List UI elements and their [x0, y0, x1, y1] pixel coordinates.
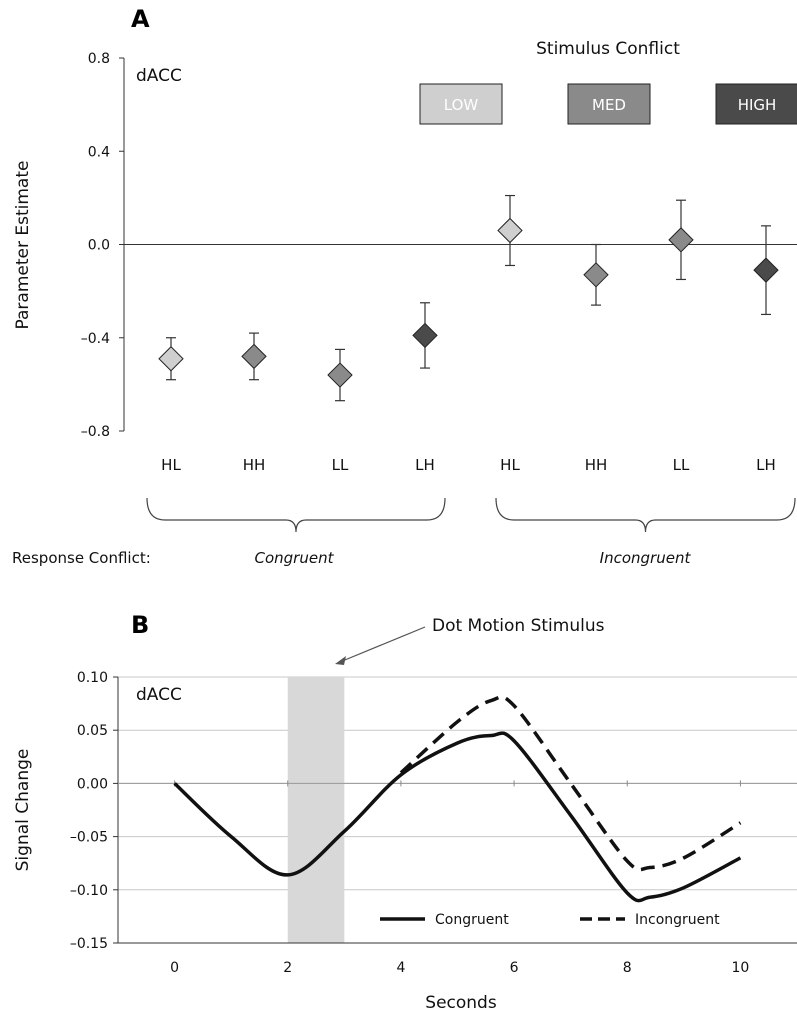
panel-b-region-label: dACC	[136, 685, 182, 705]
panel-b-legend: Congruent Incongruent	[380, 912, 720, 928]
panel-a-marks	[158, 194, 779, 402]
panel-b-y-axis-title: Signal Change	[13, 749, 33, 872]
panel-a-y-axis-title: Parameter Estimate	[13, 161, 33, 330]
diamond-marker	[583, 262, 609, 288]
series-line-incongruent	[399, 695, 742, 872]
brace-congruent	[146, 497, 446, 533]
panel-a-x-tick-label: HL	[161, 456, 181, 474]
panel-a-x-tick-label: HL	[500, 456, 520, 474]
panel-a-y-tick-label: –0.8	[81, 424, 110, 440]
diamond-marker	[158, 346, 184, 372]
legend-label-med: MED	[592, 96, 626, 114]
data-point-5	[497, 194, 523, 267]
panel-b-x-tick-label: 10	[732, 960, 750, 976]
panel-a-x-tick-label: LH	[756, 456, 776, 474]
diamond-marker	[497, 217, 523, 244]
panel-b-y-tick-label: –0.10	[70, 883, 108, 899]
panel-b-x-tick-label: 6	[510, 960, 519, 976]
legend-label-low: LOW	[444, 96, 479, 114]
annotation-arrow-line	[339, 626, 426, 663]
group-braces	[146, 497, 796, 533]
panel-a-x-tick-label: LH	[415, 456, 435, 474]
legend-swatch-med	[567, 83, 651, 125]
diamond-marker	[412, 322, 438, 349]
panel-a-y-tick-label: 0.4	[88, 144, 110, 160]
panel-b-axes: 0.10 0.05 0.00 –0.05 –0.10 –0.15 0 2 4 6 8 10	[70, 670, 797, 976]
diamond-marker	[753, 257, 779, 283]
panel-b-x-axis-title: Seconds	[425, 993, 497, 1013]
panel-b-x-tick-label: 4	[396, 960, 405, 976]
panel-a-x-tick-label: LL	[673, 456, 690, 474]
panel-b-y-tick-label: 0.00	[77, 776, 108, 792]
data-point-8	[753, 225, 779, 316]
panel-b-y-tick-label: 0.10	[77, 670, 108, 686]
panel-b-y-tick-label: –0.15	[70, 936, 108, 952]
data-point-1	[158, 337, 184, 381]
data-point-2	[241, 332, 267, 381]
panel-b-x-tick-label: 2	[283, 960, 292, 976]
panel-b-x-tick-label: 8	[623, 960, 632, 976]
stimulus-annotation: Dot Motion Stimulus	[432, 616, 605, 636]
stimulus-conflict-legend: LOW MED HIGH	[419, 83, 797, 125]
legend-swatch-low	[419, 83, 503, 125]
group-label-incongruent: Incongruent	[600, 549, 692, 567]
panel-a-y-tick-label: 0.8	[88, 51, 110, 67]
panel-a: A dACC Parameter Estimate Stimulus Confl…	[12, 5, 797, 567]
panel-a-y-tick-label: 0.0	[88, 238, 110, 254]
panel-a-y-tick-label: –0.4	[81, 331, 110, 347]
panel-b-x-tick-label: 0	[170, 960, 179, 976]
panel-a-letter: A	[131, 5, 150, 33]
brace-incongruent	[495, 497, 796, 533]
panel-b: B 0.10 0.05 0.00 –0.05 –0.10 –0.15 0 2 4 6 8 10 dAC…	[13, 611, 797, 1013]
data-point-7	[668, 199, 694, 281]
legend-title: Stimulus Conflict	[536, 39, 680, 59]
diamond-marker	[327, 362, 353, 388]
panel-a-x-tick-label: HH	[585, 456, 608, 474]
legend-label-incongruent: Incongruent	[635, 912, 720, 928]
panel-b-letter: B	[131, 611, 149, 639]
annotation-arrow-head	[335, 656, 346, 665]
legend-label-congruent: Congruent	[435, 912, 509, 928]
data-point-6	[583, 243, 609, 306]
panel-a-x-tick-labels: HL HH LL LH HL HH LL LH	[161, 456, 776, 474]
legend-label-high: HIGH	[738, 96, 777, 114]
panel-b-lines	[173, 695, 742, 903]
legend-swatch-high	[715, 83, 797, 125]
panel-a-region-label: dACC	[136, 66, 182, 86]
group-label-congruent: Congruent	[255, 549, 335, 567]
diamond-marker	[241, 343, 267, 370]
series-line-congruent	[173, 731, 742, 903]
diamond-marker	[668, 227, 694, 253]
data-point-3	[327, 348, 353, 402]
stimulus-window	[287, 677, 345, 943]
panel-b-y-tick-label: –0.05	[70, 830, 108, 846]
data-point-4	[412, 302, 438, 369]
response-conflict-label: Response Conflict:	[12, 549, 151, 567]
panel-b-y-tick-label: 0.05	[77, 723, 108, 739]
panel-a-x-tick-label: LL	[332, 456, 349, 474]
panel-a-x-tick-label: HH	[243, 456, 266, 474]
